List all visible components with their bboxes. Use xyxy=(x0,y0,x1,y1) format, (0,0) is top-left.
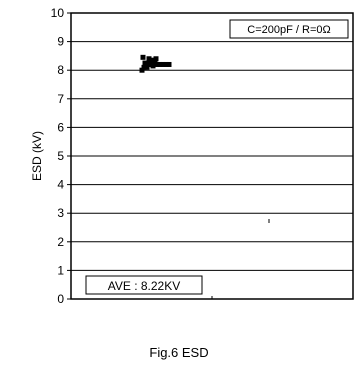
data-point xyxy=(160,61,166,67)
y-tick-label: 10 xyxy=(51,6,65,20)
y-tick-label: 2 xyxy=(57,235,64,249)
y-tick-label: 0 xyxy=(57,292,64,306)
data-point xyxy=(144,64,150,70)
data-points xyxy=(139,54,172,73)
data-point xyxy=(139,67,145,73)
data-point xyxy=(140,54,146,60)
y-axis-title: ESD (kV) xyxy=(30,131,44,181)
y-tick-labels: 0 1 2 3 4 5 6 7 8 9 10 xyxy=(51,6,65,306)
data-point xyxy=(153,56,159,62)
y-tick-label: 4 xyxy=(57,178,64,192)
data-point xyxy=(157,61,163,67)
grid-lines xyxy=(67,12,353,300)
average-text: AVE : 8.22KV xyxy=(108,279,181,293)
average-annotation: AVE : 8.22KV xyxy=(85,275,203,295)
legend-box: C=200pF / R=0Ω xyxy=(229,19,349,39)
data-point xyxy=(146,56,152,62)
esd-chart: 0 1 2 3 4 5 6 7 8 9 10 ESD (kV) C=200pF / R=0Ω AVE… xyxy=(30,6,354,306)
y-tick-label: 5 xyxy=(57,149,64,163)
figure-caption: Fig.6 ESD xyxy=(149,345,209,360)
data-point xyxy=(150,63,156,69)
average-frame xyxy=(85,275,203,295)
data-point xyxy=(166,61,172,67)
y-tick-label: 6 xyxy=(57,120,64,134)
data-point xyxy=(142,60,148,66)
legend-text: C=200pF / R=0Ω xyxy=(247,24,330,36)
data-point xyxy=(154,61,160,67)
y-tick-label: 7 xyxy=(57,92,64,106)
data-point xyxy=(152,59,158,65)
y-tick-label: 8 xyxy=(57,63,64,77)
data-point xyxy=(163,61,169,67)
y-tick-label: 1 xyxy=(57,263,64,277)
y-tick-label: 9 xyxy=(57,35,64,49)
y-tick-label: 3 xyxy=(57,206,64,220)
legend-frame xyxy=(229,19,349,39)
